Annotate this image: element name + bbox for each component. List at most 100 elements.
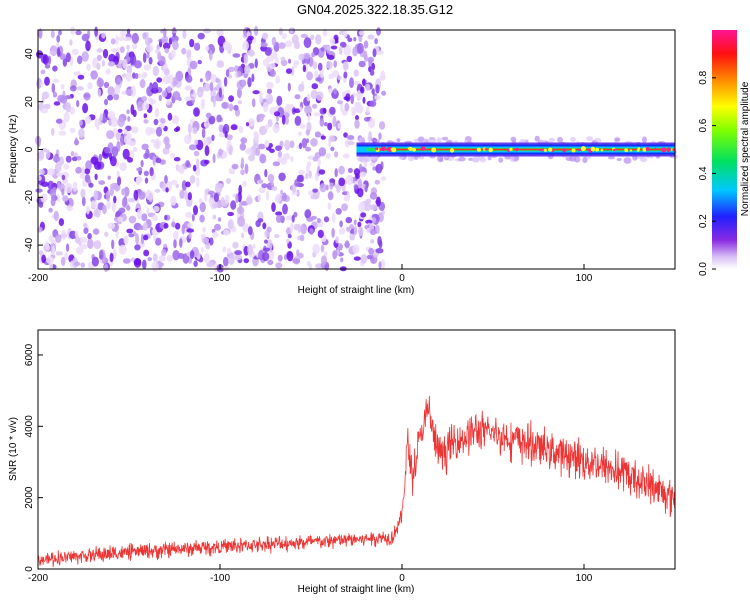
heatmap-cell xyxy=(275,75,281,84)
heatmap-cell xyxy=(214,96,223,102)
tone-hotspot xyxy=(654,147,657,150)
heatmap-cell xyxy=(228,103,234,112)
heatmap-cell xyxy=(185,160,191,168)
heatmap-cell xyxy=(193,260,198,268)
heatmap-cell xyxy=(93,209,99,217)
heatmap-cell xyxy=(379,121,386,130)
colorbar-ticks: 0.0 0.2 0.4 0.6 0.8 xyxy=(698,70,716,276)
heatmap-cell xyxy=(80,262,85,268)
heatmap-cell xyxy=(313,112,320,117)
heatmap-cell xyxy=(265,93,270,99)
heatmap-cell xyxy=(81,33,90,42)
heatmap-cell xyxy=(358,201,366,213)
heatmap-cell xyxy=(157,52,162,61)
heatmap-cell xyxy=(286,238,290,244)
tone-hotspot xyxy=(661,147,667,153)
heatmap-cell xyxy=(278,27,283,36)
heatmap-cell xyxy=(259,90,263,102)
heatmap-cell xyxy=(304,209,312,219)
heatmap-cell xyxy=(298,53,305,61)
heatmap-cell xyxy=(216,60,225,68)
heatmap-cell xyxy=(71,156,78,162)
heatmap-cell xyxy=(104,231,109,237)
heatmap-cell xyxy=(277,157,285,163)
heatmap-cell xyxy=(340,102,344,113)
heatmap-cell xyxy=(134,244,141,251)
heatmap-cell xyxy=(325,184,329,191)
heatmap-cell xyxy=(141,73,147,79)
heatmap-cell xyxy=(285,215,293,221)
heatmap-cell xyxy=(297,223,301,234)
heatmap-cell xyxy=(330,45,338,50)
heatmap-cell xyxy=(171,49,176,58)
heatmap-cell xyxy=(203,192,208,202)
heatmap-cell xyxy=(300,223,307,235)
heatmap-cell xyxy=(81,196,86,207)
heatmap-cell xyxy=(176,165,185,173)
heatmap-cell xyxy=(211,202,219,209)
heatmap-cell xyxy=(171,221,176,228)
heatmap-cell xyxy=(118,207,126,214)
heatmap-cell xyxy=(212,96,216,108)
heatmap-cell xyxy=(49,51,57,55)
heatmap-cell xyxy=(107,222,116,229)
heatmap-cell xyxy=(154,188,161,193)
heatmap-cell xyxy=(69,230,77,240)
heatmap-cell xyxy=(204,159,210,165)
heatmap-cell xyxy=(211,134,215,141)
heatmap-cell xyxy=(184,190,188,201)
heatmap-cell xyxy=(43,103,51,110)
heatmap-cell xyxy=(327,122,333,131)
heatmap-cell xyxy=(310,194,318,200)
heatmap-cell xyxy=(51,245,56,256)
heatmap-cell xyxy=(52,65,58,72)
heatmap-cell xyxy=(163,222,169,229)
heatmap-cell xyxy=(582,157,588,164)
heatmap-cell xyxy=(162,75,170,85)
heatmap-cell xyxy=(353,69,359,77)
heatmap-cell xyxy=(365,83,371,92)
tone-hotspot xyxy=(624,148,628,152)
heatmap-cell xyxy=(143,234,149,241)
heatmap-cell xyxy=(264,239,268,244)
heatmap-cell xyxy=(69,85,77,92)
heatmap-cell xyxy=(346,174,354,185)
heatmap-cell xyxy=(338,165,345,175)
heatmap-cell xyxy=(74,137,78,146)
heatmap-cell xyxy=(163,42,171,50)
heatmap-cell xyxy=(113,93,120,101)
heatmap-cell xyxy=(195,158,200,170)
spectrogram-y-tick-label: 0 xyxy=(24,146,35,152)
heatmap-cell xyxy=(102,204,107,215)
heatmap-cell xyxy=(328,135,336,143)
heatmap-cell xyxy=(375,248,384,254)
heatmap-cell xyxy=(292,258,301,264)
chart-title: GN04.2025.322.18.35.G12 xyxy=(297,2,453,17)
heatmap-cell xyxy=(199,201,206,213)
heatmap-cell xyxy=(82,103,89,114)
heatmap-cell xyxy=(63,163,70,170)
snr-x-tick-label: 0 xyxy=(399,573,405,584)
heatmap-cell xyxy=(333,88,338,95)
heatmap-cell xyxy=(44,64,51,69)
heatmap-cell xyxy=(93,189,99,201)
heatmap-cell xyxy=(143,249,150,257)
heatmap-cell xyxy=(104,98,108,106)
heatmap-cell xyxy=(88,182,94,188)
heatmap-cell xyxy=(367,135,372,143)
colorbar-tick-label: 0.6 xyxy=(698,118,709,132)
tone-hotspot xyxy=(637,147,641,150)
heatmap-cell xyxy=(266,239,273,251)
heatmap-cell xyxy=(301,138,308,149)
heatmap-cell xyxy=(222,246,227,253)
heatmap-cell xyxy=(132,109,137,118)
heatmap-cell xyxy=(111,239,115,250)
heatmap-cell xyxy=(181,47,187,55)
heatmap-cell xyxy=(322,28,328,37)
heatmap-cell xyxy=(165,142,171,149)
heatmap-cell xyxy=(165,187,169,193)
heatmap-cell xyxy=(262,222,267,230)
heatmap-cell xyxy=(223,76,228,87)
heatmap-cell xyxy=(369,229,377,236)
